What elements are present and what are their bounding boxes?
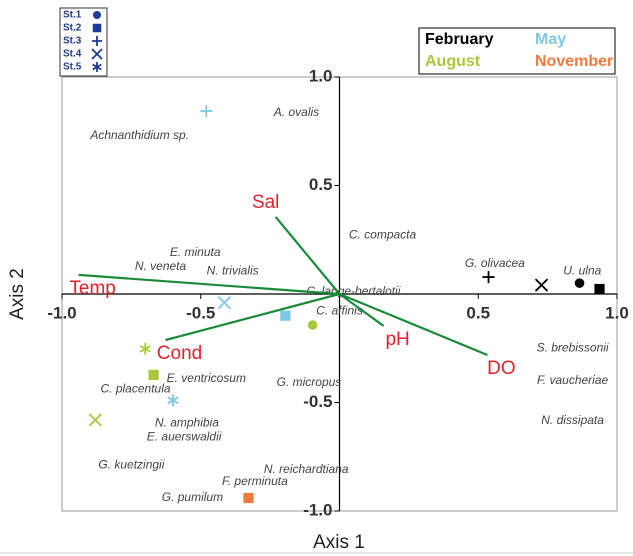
point xyxy=(167,394,179,407)
species-label: G. pumilum xyxy=(162,490,223,504)
point xyxy=(243,492,254,504)
species-label: E. ventricosum xyxy=(167,371,246,385)
x-axis-title: Axis 1 xyxy=(313,532,365,553)
x-tick-label: 0.5 xyxy=(466,303,490,322)
legend-label: November xyxy=(535,53,613,70)
y-tick-label: -1.0 xyxy=(303,500,332,519)
species-label: G. olivacea xyxy=(465,256,525,270)
season-legend-box xyxy=(418,27,616,75)
env-label: DO xyxy=(487,358,516,379)
legend-marker xyxy=(92,62,102,72)
y-tick-label: -0.5 xyxy=(303,392,332,411)
species-label: S. brebissonii xyxy=(537,340,609,354)
species-label: N. veneta xyxy=(135,259,187,273)
point xyxy=(574,278,585,288)
legend-label: St.4 xyxy=(63,49,82,60)
legend-label: St.2 xyxy=(63,23,82,34)
env-label: pH xyxy=(385,329,409,350)
point xyxy=(307,320,318,330)
species-label: E. auerswaldii xyxy=(147,429,222,443)
species-label: N. reichardtiana xyxy=(264,462,349,476)
species-label: N. dissipata xyxy=(541,413,604,427)
species-label: C. compacta xyxy=(349,228,417,242)
env-label: Temp xyxy=(69,278,115,299)
species-label: F. perminuta xyxy=(222,474,288,488)
species-label: N. trivialis xyxy=(207,263,259,277)
point xyxy=(594,283,605,295)
species-label: G. micropus xyxy=(277,375,342,389)
legend-marker xyxy=(91,48,103,60)
legend-label: St.3 xyxy=(63,36,82,47)
y-tick-label: 1.0 xyxy=(309,66,333,85)
env-vector xyxy=(339,292,488,356)
species-label: F. vaucheriae xyxy=(537,373,608,387)
legend-label: August xyxy=(425,53,481,70)
y-tick-label: 0.5 xyxy=(309,175,333,194)
species-label: C. affinis xyxy=(316,304,363,318)
species-label: C. placentula xyxy=(101,382,171,396)
point xyxy=(200,105,213,118)
legend-label: February xyxy=(425,31,494,48)
species-label: A. ovalis xyxy=(273,105,319,119)
x-tick-label: 1.0 xyxy=(605,303,629,322)
species-label: G. kuetzingii xyxy=(98,458,164,472)
point xyxy=(482,271,495,284)
env-label: Sal xyxy=(252,192,279,213)
species-label: E. minuta xyxy=(170,245,221,259)
legend-label: St.5 xyxy=(63,62,82,73)
point xyxy=(217,296,231,310)
y-axis-title: Axis 2 xyxy=(7,268,28,320)
point xyxy=(148,369,159,381)
legend-label: St.1 xyxy=(63,10,82,21)
point xyxy=(139,342,151,355)
species-label: N. amphibia xyxy=(155,415,219,429)
x-tick-label: -0.5 xyxy=(186,303,215,322)
env-vector xyxy=(338,293,385,327)
point xyxy=(280,310,291,321)
legend-marker xyxy=(92,36,102,46)
species-label: C. lange-bertalotii xyxy=(306,284,400,298)
species-label: Achnanthidium sp. xyxy=(89,128,189,142)
env-label: Cond xyxy=(157,343,202,364)
env-vector xyxy=(165,292,340,342)
env-vector xyxy=(78,273,340,296)
x-tick-label: -1.0 xyxy=(47,303,76,322)
legend-marker xyxy=(92,23,102,33)
station-legend-box xyxy=(59,7,108,77)
env-vector xyxy=(274,216,341,295)
point xyxy=(88,413,102,427)
legend-label: May xyxy=(535,31,566,48)
species-label: U. ulna xyxy=(563,263,601,277)
point xyxy=(534,278,549,292)
legend-marker xyxy=(93,11,101,19)
